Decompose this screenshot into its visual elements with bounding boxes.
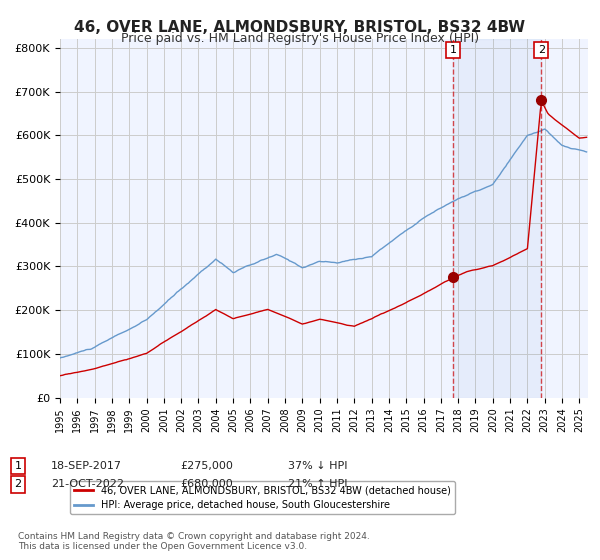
- Text: 21-OCT-2022: 21-OCT-2022: [51, 479, 124, 489]
- Text: £680,000: £680,000: [180, 479, 233, 489]
- Text: 2: 2: [538, 45, 545, 55]
- Legend: 46, OVER LANE, ALMONDSBURY, BRISTOL, BS32 4BW (detached house), HPI: Average pri: 46, OVER LANE, ALMONDSBURY, BRISTOL, BS3…: [70, 481, 455, 514]
- Text: 46, OVER LANE, ALMONDSBURY, BRISTOL, BS32 4BW: 46, OVER LANE, ALMONDSBURY, BRISTOL, BS3…: [74, 20, 526, 35]
- Text: 21% ↑ HPI: 21% ↑ HPI: [288, 479, 347, 489]
- Text: 1: 1: [14, 461, 22, 471]
- Text: 2: 2: [14, 479, 22, 489]
- Text: Price paid vs. HM Land Registry's House Price Index (HPI): Price paid vs. HM Land Registry's House …: [121, 32, 479, 45]
- Text: 37% ↓ HPI: 37% ↓ HPI: [288, 461, 347, 471]
- Bar: [454, 39, 541, 398]
- Text: £275,000: £275,000: [180, 461, 233, 471]
- Text: Contains HM Land Registry data © Crown copyright and database right 2024.
This d: Contains HM Land Registry data © Crown c…: [18, 532, 370, 552]
- Text: 18-SEP-2017: 18-SEP-2017: [51, 461, 122, 471]
- Text: 1: 1: [450, 45, 457, 55]
